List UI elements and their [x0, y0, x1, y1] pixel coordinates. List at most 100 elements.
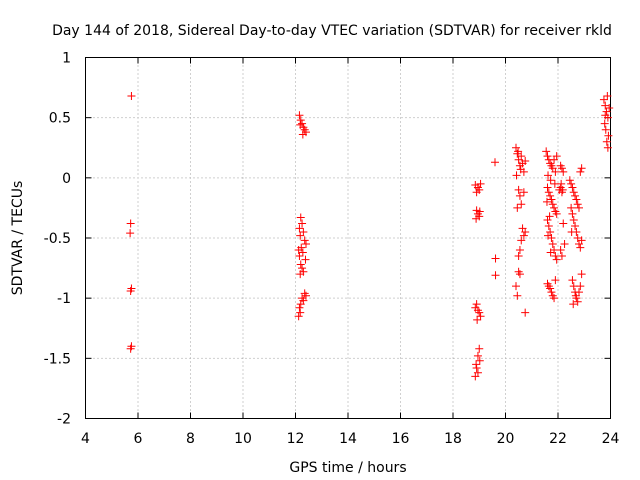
data-point [476, 179, 485, 188]
data-point [475, 308, 484, 317]
data-point [605, 104, 614, 113]
data-point [603, 92, 612, 101]
data-point [126, 219, 135, 228]
x-tick-label: 4 [81, 431, 90, 447]
y-tick-label: -0.5 [44, 231, 71, 247]
data-point [515, 270, 524, 279]
data-point [295, 252, 304, 261]
data-point [552, 255, 561, 264]
data-point [576, 243, 585, 252]
data-point [550, 294, 559, 303]
data-point [556, 183, 565, 192]
data-point [599, 95, 608, 104]
data-point [300, 236, 309, 245]
data-point [295, 111, 304, 120]
data-point [546, 248, 555, 257]
x-tick-label: 20 [497, 431, 515, 447]
data-point [476, 312, 485, 321]
data-point [298, 248, 307, 257]
data-point [491, 158, 499, 167]
data-point [571, 221, 580, 230]
data-point [569, 215, 578, 224]
data-point [567, 227, 576, 236]
data-point [567, 179, 576, 188]
data-point [127, 92, 136, 101]
data-point [546, 191, 555, 200]
data-point [544, 188, 553, 197]
data-point [576, 167, 585, 176]
data-point [544, 231, 553, 240]
data-point [543, 183, 552, 192]
data-point [547, 288, 556, 297]
data-point [296, 120, 305, 129]
data-point [491, 271, 500, 280]
data-point [577, 236, 586, 245]
y-tick-label: -2 [57, 412, 71, 428]
data-point [577, 164, 586, 173]
x-tick-labels: 4 6 8 10 12 14 16 18 20 22 24 [81, 431, 619, 447]
x-tick-label: 6 [134, 431, 143, 447]
y-tick-label: -1.5 [44, 351, 71, 367]
data-point [569, 188, 578, 197]
data-point [567, 203, 576, 212]
data-point [296, 213, 305, 222]
data-point [472, 360, 481, 369]
data-point [548, 240, 557, 249]
data-point [575, 203, 583, 212]
data-point [514, 147, 523, 156]
data-point [296, 260, 305, 269]
data-point [521, 308, 530, 317]
data-point [471, 303, 480, 312]
data-point [603, 143, 612, 152]
grid-lines [85, 57, 611, 419]
data-point [556, 246, 565, 255]
data-point [542, 197, 551, 206]
data-point [294, 246, 303, 255]
data-point [491, 254, 500, 263]
data-point [296, 116, 305, 125]
x-tick-label: 16 [392, 431, 410, 447]
x-tick-label: 18 [444, 431, 462, 447]
data-point [513, 291, 522, 300]
data-point [572, 195, 581, 204]
data-point [557, 164, 566, 173]
data-point [512, 171, 521, 180]
data-point [560, 240, 569, 249]
data-points [126, 92, 614, 381]
data-point [568, 209, 577, 218]
y-tick-label: 0 [62, 171, 71, 187]
data-point [573, 297, 582, 306]
data-point [544, 171, 553, 180]
data-point [514, 252, 523, 261]
data-point [298, 264, 307, 273]
data-point [294, 312, 303, 321]
data-point [302, 128, 310, 137]
data-point [551, 167, 560, 176]
data-point [557, 252, 566, 261]
data-point [568, 276, 577, 285]
chart-title: Day 144 of 2018, Sidereal Day-to-day VTE… [52, 23, 612, 39]
plot-frame [85, 57, 611, 419]
data-point [576, 282, 585, 291]
data-point [472, 214, 481, 223]
data-point [601, 111, 610, 120]
data-point [568, 183, 577, 192]
data-point [550, 203, 559, 212]
y-tick-label: -1 [57, 291, 71, 307]
x-tick-label: 24 [602, 431, 620, 447]
data-point [552, 152, 561, 161]
data-point [512, 282, 520, 291]
data-point [302, 240, 310, 249]
data-point [543, 152, 552, 161]
data-point [299, 267, 308, 276]
data-point [296, 231, 305, 240]
data-point [559, 167, 568, 176]
data-point [472, 188, 481, 197]
data-point [544, 221, 553, 230]
data-point [126, 286, 135, 295]
data-point [573, 200, 582, 209]
data-point [548, 200, 557, 209]
data-point [296, 300, 305, 309]
data-point [521, 227, 530, 236]
data-point [512, 143, 520, 152]
